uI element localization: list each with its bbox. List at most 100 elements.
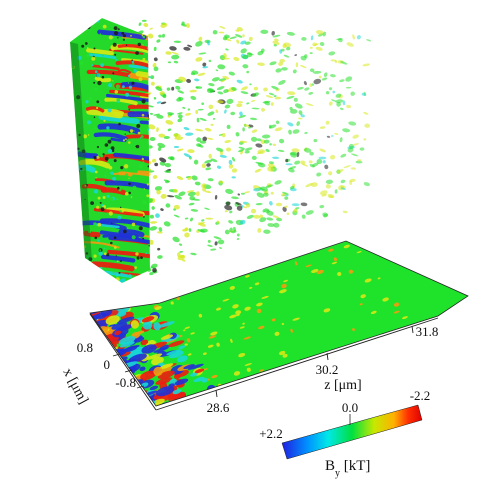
filament bbox=[263, 192, 269, 197]
speckle bbox=[117, 28, 120, 31]
filament bbox=[336, 101, 341, 107]
filament bbox=[241, 86, 248, 91]
slice-patch bbox=[215, 307, 222, 311]
filament bbox=[236, 39, 240, 44]
filament bbox=[346, 104, 351, 109]
speckle bbox=[80, 261, 84, 266]
filament bbox=[204, 159, 213, 164]
filament-cloud bbox=[131, 19, 372, 276]
filament bbox=[174, 135, 178, 140]
filament bbox=[255, 202, 263, 206]
filament bbox=[347, 147, 354, 153]
filament bbox=[267, 166, 275, 172]
filament bbox=[214, 195, 218, 200]
speckle bbox=[134, 266, 137, 269]
speckle bbox=[91, 64, 94, 67]
filament bbox=[295, 62, 299, 68]
speckle bbox=[70, 155, 74, 159]
filament bbox=[342, 128, 351, 133]
filament bbox=[173, 214, 180, 218]
filament bbox=[309, 46, 313, 49]
filament bbox=[274, 96, 282, 100]
slice-patch bbox=[393, 310, 400, 314]
filament bbox=[352, 34, 355, 40]
filament bbox=[277, 149, 285, 152]
filament bbox=[152, 62, 157, 68]
speckle bbox=[90, 272, 94, 276]
filament bbox=[210, 123, 214, 126]
filament bbox=[274, 127, 283, 132]
filament bbox=[171, 54, 180, 60]
filament bbox=[250, 136, 258, 142]
slice-patch bbox=[230, 338, 233, 344]
filament bbox=[292, 69, 297, 74]
speckle bbox=[96, 100, 100, 104]
speckle bbox=[102, 196, 106, 199]
slice-patch bbox=[216, 342, 220, 347]
field-band bbox=[83, 230, 101, 238]
speckle bbox=[95, 19, 100, 23]
slice-patch bbox=[153, 322, 161, 331]
filament bbox=[155, 86, 163, 92]
speckle bbox=[117, 37, 119, 39]
filament bbox=[225, 201, 231, 206]
speckle bbox=[113, 159, 117, 163]
speckle bbox=[70, 170, 72, 172]
speckle bbox=[96, 205, 100, 209]
speckle bbox=[113, 26, 118, 30]
filament bbox=[228, 159, 233, 165]
filament bbox=[288, 129, 292, 135]
filament bbox=[303, 81, 307, 86]
speckle bbox=[71, 181, 76, 186]
speckle bbox=[107, 108, 112, 113]
speckle bbox=[95, 177, 97, 179]
filament bbox=[259, 214, 264, 219]
field-band bbox=[104, 97, 138, 106]
filament bbox=[284, 205, 288, 208]
filament bbox=[363, 111, 369, 115]
filament bbox=[284, 196, 289, 200]
filament bbox=[328, 87, 333, 91]
filament bbox=[269, 161, 274, 165]
speckle bbox=[76, 95, 81, 100]
filament bbox=[160, 193, 167, 199]
filament bbox=[290, 185, 295, 190]
filament bbox=[319, 190, 328, 196]
speckle bbox=[73, 258, 76, 262]
speckle bbox=[106, 253, 110, 257]
filament bbox=[359, 147, 365, 151]
filament bbox=[178, 76, 187, 82]
filament bbox=[246, 214, 254, 219]
speckle bbox=[146, 47, 150, 50]
speckle bbox=[101, 75, 105, 79]
filament bbox=[348, 121, 357, 126]
slice-patch bbox=[238, 352, 246, 358]
slice-patch bbox=[201, 377, 209, 383]
filament bbox=[149, 137, 156, 141]
speckle bbox=[96, 106, 99, 110]
filament bbox=[331, 99, 337, 102]
filament bbox=[199, 140, 207, 144]
filament bbox=[195, 128, 204, 132]
filament bbox=[150, 75, 155, 80]
filament bbox=[251, 129, 258, 133]
filament bbox=[198, 144, 204, 148]
field-band bbox=[90, 261, 135, 272]
speckle bbox=[99, 33, 102, 35]
slice-patch bbox=[183, 364, 195, 370]
filament bbox=[229, 210, 233, 214]
filament bbox=[146, 105, 155, 108]
filament bbox=[313, 78, 322, 85]
filament bbox=[197, 229, 205, 233]
x-tick-mark bbox=[112, 353, 121, 357]
speckle bbox=[88, 257, 93, 261]
filament bbox=[207, 239, 211, 243]
filament bbox=[138, 22, 142, 26]
slice-patch bbox=[170, 301, 174, 305]
filament bbox=[178, 114, 183, 119]
slice-patch bbox=[337, 271, 342, 277]
filament bbox=[248, 124, 254, 128]
filament bbox=[181, 259, 186, 262]
slice-patch bbox=[128, 353, 147, 363]
filament bbox=[328, 101, 333, 106]
